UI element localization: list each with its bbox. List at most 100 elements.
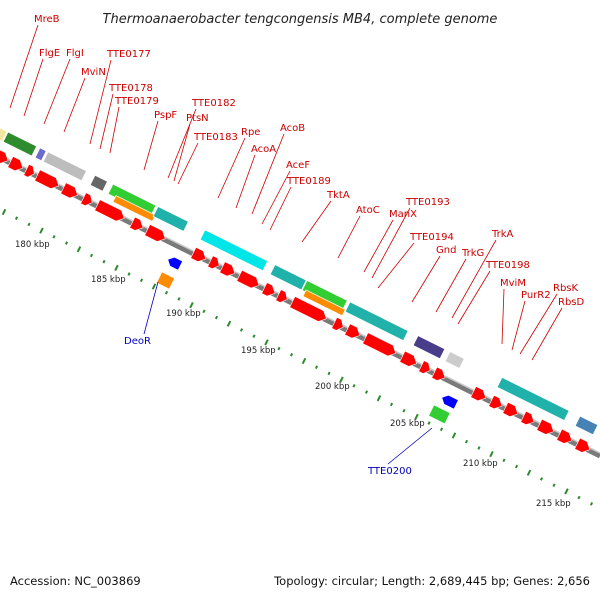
axis-tick xyxy=(301,357,307,365)
axis-tick xyxy=(277,346,281,351)
gene-arrow xyxy=(536,418,555,435)
gene-label-leader xyxy=(511,300,526,351)
axis-tick xyxy=(139,278,144,283)
axis-tick-label: 215 kbp xyxy=(536,499,571,509)
gene-label: Rpe xyxy=(241,127,260,138)
feature-block xyxy=(412,335,446,360)
gene-label-leader xyxy=(269,186,292,231)
genome-summary-text: Topology: circular; Length: 2,689,445 bp… xyxy=(274,574,590,588)
axis-tick-label: 195 kbp xyxy=(241,346,276,356)
gene-label: TrkG xyxy=(461,248,484,259)
axis-tick xyxy=(102,259,106,264)
gene-arrow xyxy=(7,156,24,172)
gene-label: Gnd xyxy=(436,245,456,256)
gene-label: MviM xyxy=(500,278,526,289)
axis-tick xyxy=(64,241,69,245)
gene-arrow xyxy=(0,149,9,164)
axis-tick xyxy=(14,216,19,220)
axis-tick-label: 185 kbp xyxy=(91,275,126,285)
axis-tick xyxy=(389,402,394,407)
gene-arrow xyxy=(275,289,288,303)
axis-tick xyxy=(27,222,31,227)
gene-arrow xyxy=(34,169,60,189)
gene-label-leader xyxy=(435,258,467,313)
gene-label-leader xyxy=(251,133,285,215)
axis-tick xyxy=(577,495,581,500)
gene-label-leader xyxy=(377,242,415,289)
gene-arrow xyxy=(144,224,166,242)
axis-tick xyxy=(564,488,569,495)
axis-tick xyxy=(589,502,594,506)
gene-label: AcoB xyxy=(280,123,305,134)
axis-tick xyxy=(552,483,556,487)
axis-tick xyxy=(477,446,481,450)
axis-tick xyxy=(114,264,119,271)
axis-tick xyxy=(402,408,406,413)
axis-tick-label: 190 kbp xyxy=(166,309,201,319)
feature-block xyxy=(344,301,409,342)
axis-tick xyxy=(89,253,94,258)
gene-label-leader xyxy=(177,142,199,185)
gene-arrow xyxy=(488,394,503,410)
gene-arrow xyxy=(344,323,361,339)
gene-arrow xyxy=(556,428,573,444)
gene-label-leader xyxy=(451,239,497,319)
axis-tick xyxy=(177,297,181,301)
feature-block xyxy=(444,350,465,370)
gene-label-leader xyxy=(143,120,159,171)
gene-label: PspF xyxy=(154,110,177,121)
feature-block xyxy=(496,376,570,422)
gene-label-leader xyxy=(411,255,441,303)
axis-tick xyxy=(76,246,82,253)
gene-label-leader xyxy=(301,200,332,243)
axis-tick xyxy=(364,390,369,394)
gene-arrow xyxy=(431,366,446,381)
gene-arrow xyxy=(520,410,535,426)
gene-label: AceF xyxy=(286,160,310,171)
axis-tick-label: 205 kbp xyxy=(390,419,425,429)
gene-label: AtoC xyxy=(356,205,380,216)
axis-tick xyxy=(327,371,331,376)
accession-text: Accession: NC_003869 xyxy=(10,574,141,588)
axis-tick xyxy=(52,235,56,239)
gene-arrows xyxy=(0,149,591,453)
feature-block xyxy=(0,127,8,142)
gene-arrow xyxy=(418,360,431,374)
gene-label: AcoA xyxy=(251,144,276,155)
gene-label-leader xyxy=(143,281,159,335)
axis-tick xyxy=(226,320,232,327)
axis-tick xyxy=(451,432,457,439)
axis-tick xyxy=(314,365,319,369)
feature-block xyxy=(199,229,269,272)
gene-label: MviN xyxy=(81,67,106,78)
gene-label: DeoR xyxy=(124,336,151,347)
gene-label-leader xyxy=(363,219,394,273)
gene-label: ManX xyxy=(389,209,417,220)
gene-label: TTE0200 xyxy=(367,466,412,477)
axis-tick xyxy=(339,376,344,383)
gene-label-leader xyxy=(109,106,120,154)
axis-tick xyxy=(1,208,7,216)
gene-arrow xyxy=(60,182,79,199)
map-title: Thermoanaerobacter tengcongensis MB4, co… xyxy=(103,12,498,27)
gene-label-leader xyxy=(43,58,71,125)
axis-tick xyxy=(502,458,506,463)
gene-arrow xyxy=(129,216,144,231)
gene-arrow xyxy=(362,332,397,357)
axis-tick xyxy=(514,464,519,469)
reverse-gene-arrow xyxy=(167,256,183,271)
feature-block xyxy=(302,289,346,317)
axis-tick-labels: 180 kbp 185 kbp 190 kbp 195 kbp 200 kbp 205 k… xyxy=(15,240,571,509)
gene-label: TTE0182 xyxy=(191,98,236,109)
gene-label-leader xyxy=(89,59,112,145)
gene-arrow xyxy=(207,255,220,270)
gene-label-leader xyxy=(167,108,197,179)
axis-tick xyxy=(151,283,157,290)
axis-tick xyxy=(414,413,419,421)
reverse-gene-arrow xyxy=(156,271,175,290)
gene-arrow xyxy=(23,164,35,178)
gene-arrow xyxy=(94,199,125,222)
gene-label: MreB xyxy=(34,14,60,25)
gene-label-leader xyxy=(519,293,558,355)
